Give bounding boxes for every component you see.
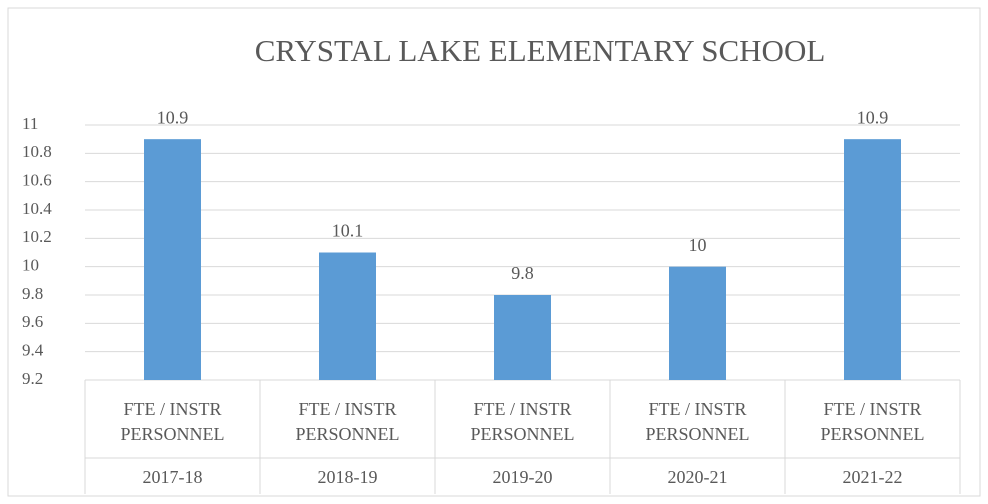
group-label: 2021-22 [842, 467, 903, 487]
y-tick-label: 10.6 [22, 171, 52, 190]
x-tick-label: FTE / INSTR PERSONNEL [470, 399, 575, 444]
y-tick-label: 10.8 [22, 142, 52, 161]
data-label: 9.8 [511, 263, 534, 283]
bar [494, 295, 551, 380]
y-tick-label: 10.4 [22, 199, 52, 218]
y-tick-label: 10 [22, 256, 39, 275]
x-tick-label: FTE / INSTR PERSONNEL [820, 399, 925, 444]
group-label: 2017-18 [142, 467, 203, 487]
data-label: 10.9 [157, 107, 189, 127]
x-tick-label: FTE / INSTR PERSONNEL [645, 399, 750, 444]
y-tick-label: 10.2 [22, 227, 52, 246]
chart-frame [7, 7, 981, 497]
data-label: 10.9 [857, 107, 889, 127]
bar [319, 252, 376, 380]
bar [844, 139, 901, 380]
x-tick-label: FTE / INSTR PERSONNEL [295, 399, 400, 444]
bar [669, 266, 726, 380]
chart-title: CRYSTAL LAKE ELEMENTARY SCHOOL [255, 33, 826, 68]
group-label: 2020-21 [667, 467, 728, 487]
data-label: 10.1 [332, 221, 364, 241]
x-tick-label: FTE / INSTR PERSONNEL [120, 399, 225, 444]
group-label: 2019-20 [492, 467, 553, 487]
y-tick-label: 9.2 [22, 369, 43, 388]
y-tick-label: 9.8 [22, 284, 43, 303]
y-tick-label: 11 [22, 114, 38, 133]
bar [144, 139, 201, 380]
y-tick-label: 9.4 [22, 341, 44, 360]
y-tick-label: 9.6 [22, 312, 43, 331]
group-label: 2018-19 [317, 467, 378, 487]
data-label: 10 [689, 235, 707, 255]
